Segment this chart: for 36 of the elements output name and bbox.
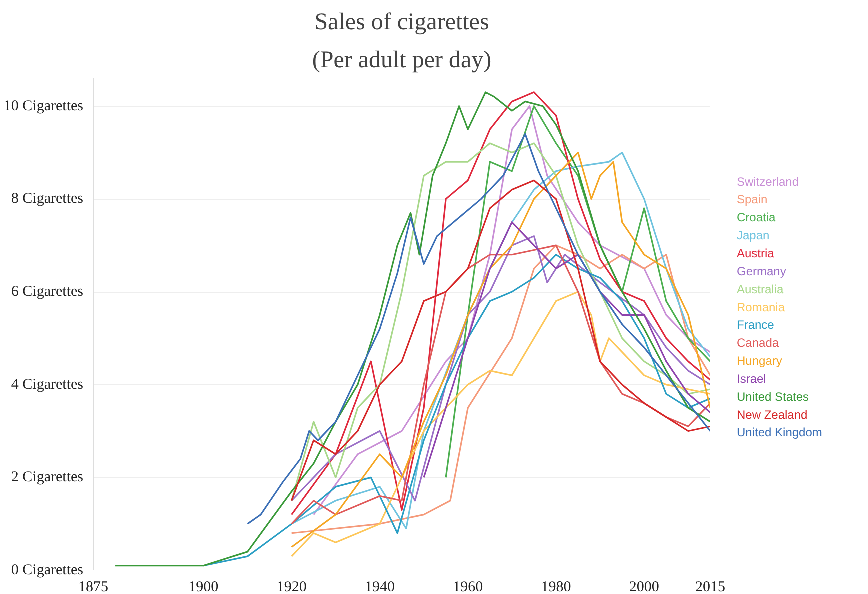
x-tick-label: 2015	[696, 580, 726, 594]
text: Israel	[737, 372, 766, 386]
x-tick-label: 1920	[276, 580, 307, 594]
text: United States	[737, 390, 810, 404]
x-tick-label: 1940	[364, 580, 395, 594]
x-tick-label: 1900	[188, 580, 219, 594]
text: Spain	[737, 192, 768, 207]
y-tick-label: 8 Cigarettes	[11, 191, 84, 208]
text: France	[737, 318, 775, 332]
y-tick-label: 4 Cigarettes	[11, 376, 84, 393]
text: Croatia	[737, 210, 776, 225]
text: United Kingdom	[737, 426, 822, 440]
line-series	[114, 92, 710, 567]
text: Romania	[737, 300, 786, 314]
text: Germany	[737, 264, 786, 278]
line-series	[423, 222, 710, 478]
x-tick-label: 1980	[541, 580, 572, 594]
y-tick-label: 6 Cigarettes	[11, 284, 84, 300]
text: Japan	[737, 228, 770, 243]
line-series	[202, 254, 710, 567]
x-tick-label: 1875	[78, 580, 108, 594]
text: Hungary	[737, 354, 782, 368]
chart-title: Sales of cigarettes	[314, 10, 490, 36]
chart-subtitle: (Per adult per day)	[312, 48, 492, 74]
text: New Zealand	[737, 408, 808, 422]
text: Austria	[737, 246, 775, 261]
y-tick-label: 10 Cigarettes	[4, 98, 84, 114]
x-tick-label: 2000	[629, 580, 660, 594]
text: Canada	[737, 336, 780, 350]
text: Switzerland	[737, 174, 800, 189]
x-tick-label: 1960	[453, 580, 484, 594]
line-series	[445, 106, 710, 478]
text: Australia	[737, 282, 784, 296]
line-series	[291, 291, 710, 558]
y-tick-label: 2 Cigarettes	[11, 470, 84, 486]
y-tick-label: 0 Cigarettes	[11, 562, 84, 578]
